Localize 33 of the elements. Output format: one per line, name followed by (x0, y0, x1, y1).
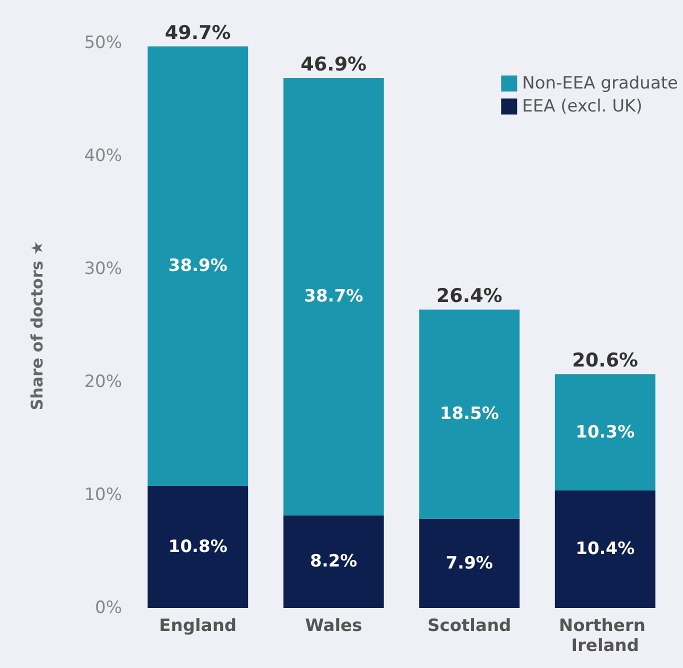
bar (283, 78, 384, 516)
legend-label: Non-EEA graduate (522, 74, 678, 94)
bar (419, 310, 520, 519)
legend-label: EEA (excl. UK) (522, 96, 642, 116)
data-label: 10.4% (576, 539, 635, 560)
y-tick-label: 50% (84, 33, 122, 53)
bar (283, 515, 384, 608)
data-label: 18.5% (440, 404, 499, 424)
bar (554, 490, 656, 608)
total-label: 49.7% (164, 22, 231, 44)
data-label: 8.2% (310, 552, 358, 572)
data-label: 10.8% (168, 536, 228, 557)
y-tick-label: 40% (84, 146, 122, 166)
data-label: 38.7% (304, 286, 364, 307)
total-label: 20.6% (572, 350, 638, 372)
x-tick-label: England (159, 616, 237, 636)
bar (148, 486, 248, 608)
data-label: 38.9% (168, 256, 228, 276)
y-tick-label: 30% (84, 259, 122, 279)
bar (419, 518, 520, 608)
data-label: 10.3% (576, 422, 635, 442)
y-tick-label: 0% (95, 598, 122, 618)
y-tick-label: 10% (84, 485, 122, 505)
y-tick-label: 20% (84, 372, 122, 392)
x-tick-label: Wales (305, 616, 362, 636)
bar (148, 46, 248, 486)
total-label: 26.4% (436, 285, 502, 308)
x-tick-label: Northern Ireland (558, 616, 652, 656)
y-axis-title: Share of doctors ★ (28, 240, 46, 410)
total-label: 46.9% (300, 54, 367, 76)
bar (554, 374, 656, 490)
x-tick-label: Scotland (428, 616, 512, 636)
data-label: 7.9% (446, 553, 493, 574)
